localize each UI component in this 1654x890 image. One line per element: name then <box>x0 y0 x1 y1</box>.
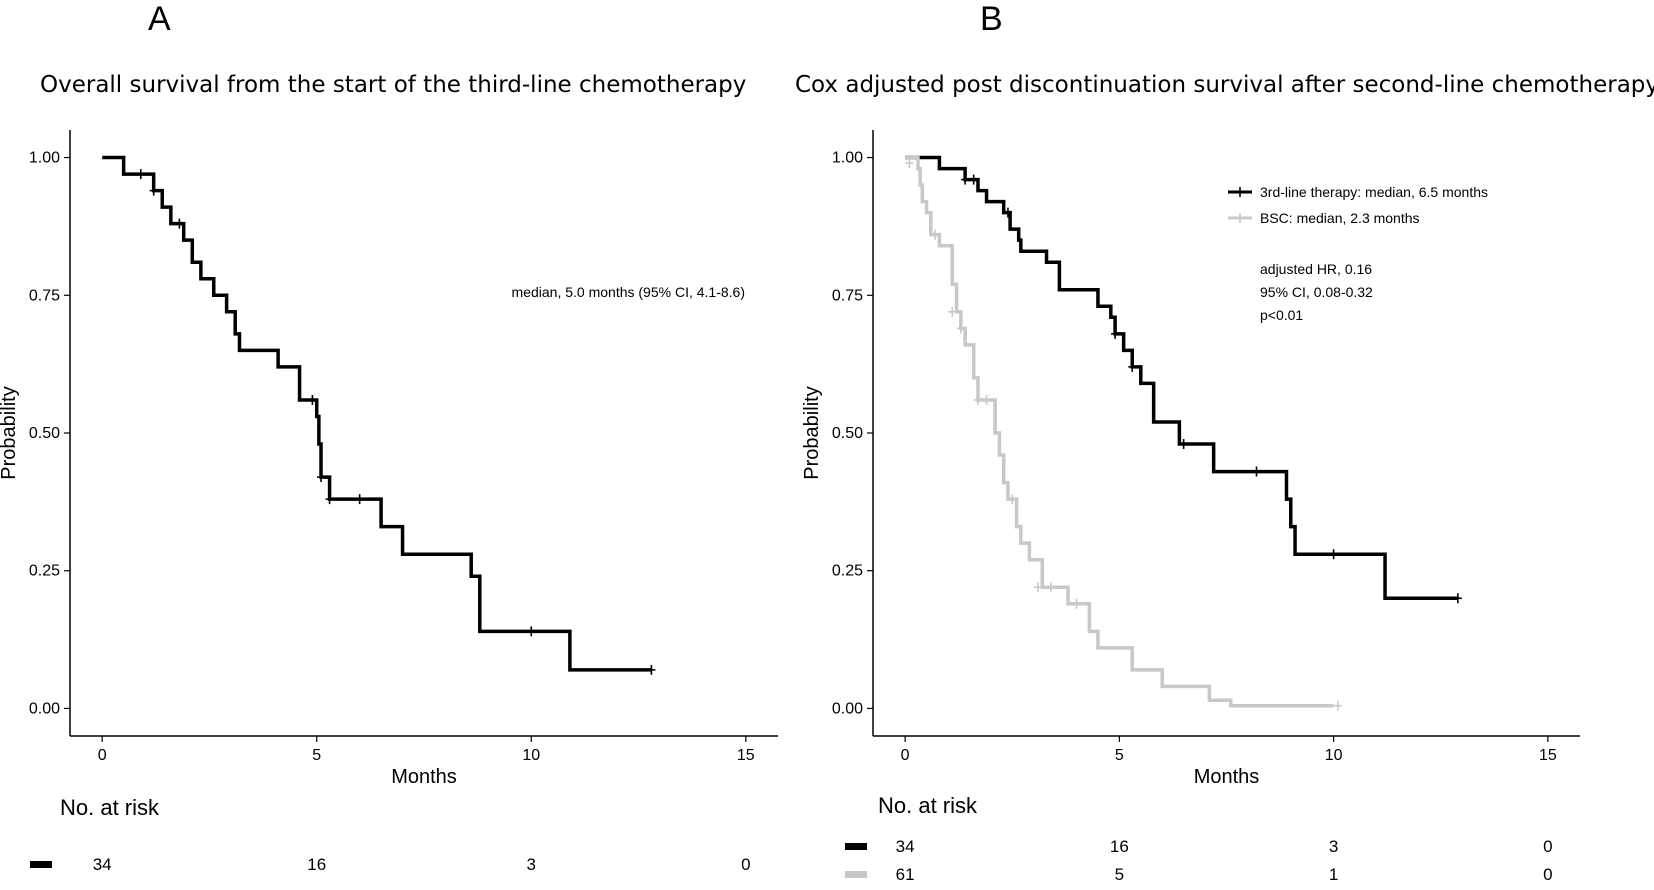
hr-annotation-line: p<0.01 <box>1260 307 1303 323</box>
risk-value: 5 <box>1115 865 1124 884</box>
x-axis-label: Months <box>1194 766 1260 788</box>
x-tick-label: 5 <box>1115 747 1124 764</box>
risk-value: 61 <box>896 865 915 884</box>
y-tick-label: 0.00 <box>832 700 863 717</box>
y-axis-label: Probability <box>801 386 823 479</box>
y-tick-label: 0.50 <box>29 425 60 442</box>
survival-curve-1 <box>905 155 1458 601</box>
risk-table-title: No. at risk <box>878 793 978 818</box>
chart-title-a: Overall survival from the start of the t… <box>40 72 746 98</box>
panel-letter-a: A <box>148 0 171 38</box>
risk-value: 16 <box>1110 837 1129 856</box>
x-tick-label: 10 <box>522 747 540 764</box>
x-tick-label: 15 <box>737 747 755 764</box>
chart-title-b: Cox adjusted post discontinuation surviv… <box>795 72 1654 98</box>
risk-value: 1 <box>1329 865 1338 884</box>
risk-value: 0 <box>1543 865 1552 884</box>
y-tick-label: 0.25 <box>832 563 863 580</box>
risk-value: 3 <box>1329 837 1338 856</box>
x-tick-label: 5 <box>312 747 321 764</box>
risk-row-marker <box>845 871 867 878</box>
x-tick-label: 10 <box>1325 747 1343 764</box>
hr-annotation-line: 95% CI, 0.08-0.32 <box>1260 284 1373 300</box>
risk-value: 34 <box>896 837 915 856</box>
y-tick-label: 0.25 <box>29 563 60 580</box>
risk-table-title: No. at risk <box>60 795 160 820</box>
x-axis-label: Months <box>391 766 457 788</box>
risk-row-marker <box>845 843 867 850</box>
risk-value: 34 <box>93 855 112 874</box>
panel-letter-b: B <box>980 0 1003 38</box>
median-annotation: median, 5.0 months (95% CI, 4.1-8.6) <box>512 284 745 300</box>
risk-value: 0 <box>1543 837 1552 856</box>
hr-annotation-line: adjusted HR, 0.16 <box>1260 261 1372 277</box>
y-tick-label: 1.00 <box>832 150 863 167</box>
risk-value: 0 <box>741 855 750 874</box>
x-tick-label: 15 <box>1539 747 1557 764</box>
y-tick-label: 0.75 <box>29 287 60 304</box>
y-tick-label: 0.50 <box>832 425 863 442</box>
risk-value: 16 <box>307 855 326 874</box>
risk-row-marker <box>30 861 52 868</box>
survival-curve-2 <box>905 155 1334 708</box>
legend-label: BSC: median, 2.3 months <box>1260 210 1420 226</box>
y-tick-label: 0.75 <box>832 287 863 304</box>
survival-curve-1 <box>102 155 652 672</box>
risk-value: 3 <box>527 855 536 874</box>
legend-label: 3rd-line therapy: median, 6.5 months <box>1260 184 1488 200</box>
y-axis-label: Probability <box>0 386 20 479</box>
panel-b: B Cox adjusted post discontinuation surv… <box>795 0 1654 884</box>
x-tick-label: 0 <box>98 747 107 764</box>
panel-a: A Overall survival from the start of the… <box>0 0 778 874</box>
x-tick-label: 0 <box>901 747 910 764</box>
y-tick-label: 0.00 <box>29 700 60 717</box>
y-tick-label: 1.00 <box>29 150 60 167</box>
